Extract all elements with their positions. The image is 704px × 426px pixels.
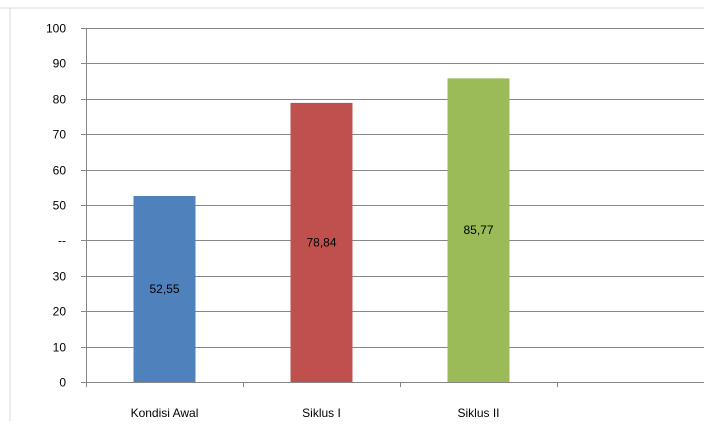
axes: [86, 28, 704, 387]
y-tick-label: 30: [53, 270, 67, 284]
y-tick-label: 50: [53, 199, 67, 213]
y-tick-label: 100: [46, 22, 66, 36]
bar-3: [447, 78, 510, 382]
y-tick-label: 0: [59, 376, 66, 390]
data-label-3: 85,77: [463, 223, 493, 237]
y-axis-ticks: 0 10 20 30 -- 50 60 70 80 90 100: [46, 22, 86, 390]
x-category-label-1: Kondisi Awal: [131, 406, 199, 420]
y-tick-label: --: [58, 234, 66, 248]
y-tick-label: 10: [53, 341, 67, 355]
data-label-1: 52,55: [149, 282, 179, 296]
y-tick-label: 20: [53, 305, 67, 319]
y-tick-label: 90: [53, 57, 67, 71]
y-tick-label: 70: [53, 128, 67, 142]
bar-2: [290, 102, 353, 382]
y-tick-label: 60: [53, 164, 67, 178]
x-axis-ticks: Kondisi Awal Siklus I Siklus II: [131, 406, 500, 420]
bars: [133, 78, 510, 382]
bar-1: [133, 195, 196, 382]
x-category-label-3: Siklus II: [457, 406, 499, 420]
data-labels: 52,55 78,84 85,77: [149, 223, 493, 296]
y-tick-label: 80: [53, 93, 67, 107]
data-label-2: 78,84: [306, 235, 336, 249]
x-category-label-2: Siklus I: [302, 406, 341, 420]
